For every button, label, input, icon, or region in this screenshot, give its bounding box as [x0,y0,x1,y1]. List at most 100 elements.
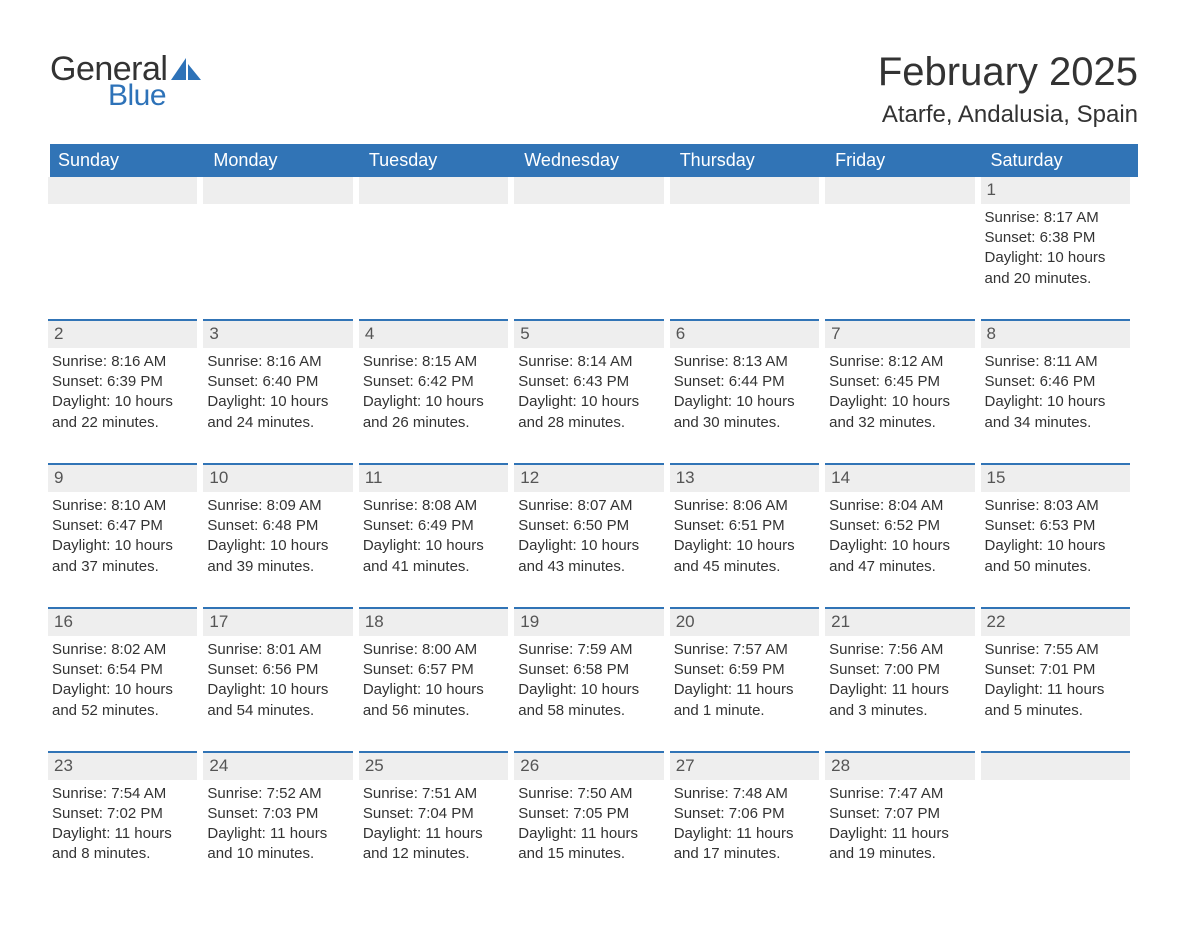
day-body: Sunrise: 7:54 AMSunset: 7:02 PMDaylight:… [50,784,197,865]
calendar-cell: 24Sunrise: 7:52 AMSunset: 7:03 PMDayligh… [205,751,360,895]
empty-day [981,751,1130,780]
sunset-text: Sunset: 6:49 PM [363,516,508,536]
day-body: Sunrise: 8:02 AMSunset: 6:54 PMDaylight:… [50,640,197,721]
calendar-row: 1Sunrise: 8:17 AMSunset: 6:38 PMDaylight… [50,177,1138,319]
day-header: Sunday [50,144,205,177]
sunrise-text: Sunrise: 8:17 AM [985,208,1130,228]
sunset-text: Sunset: 7:07 PM [829,804,974,824]
day-number: 28 [825,751,974,780]
day-number: 15 [981,463,1130,492]
sunset-text: Sunset: 6:56 PM [207,660,352,680]
sunrise-text: Sunrise: 7:56 AM [829,640,974,660]
day-body: Sunrise: 8:15 AMSunset: 6:42 PMDaylight:… [361,352,508,433]
sunset-text: Sunset: 6:43 PM [518,372,663,392]
day-body: Sunrise: 8:04 AMSunset: 6:52 PMDaylight:… [827,496,974,577]
calendar-row: 23Sunrise: 7:54 AMSunset: 7:02 PMDayligh… [50,751,1138,895]
sunrise-text: Sunrise: 8:10 AM [52,496,197,516]
sunset-text: Sunset: 6:52 PM [829,516,974,536]
sunrise-text: Sunrise: 8:16 AM [207,352,352,372]
empty-day [203,177,352,204]
sunset-text: Sunset: 6:58 PM [518,660,663,680]
daylight-text: Daylight: 10 hours and 56 minutes. [363,680,508,721]
day-number: 13 [670,463,819,492]
sunset-text: Sunset: 6:46 PM [985,372,1130,392]
daylight-text: Daylight: 10 hours and 39 minutes. [207,536,352,577]
day-header: Saturday [983,144,1138,177]
sunset-text: Sunset: 6:39 PM [52,372,197,392]
daylight-text: Daylight: 10 hours and 28 minutes. [518,392,663,433]
daylight-text: Daylight: 10 hours and 34 minutes. [985,392,1130,433]
sunset-text: Sunset: 6:53 PM [985,516,1130,536]
day-number: 12 [514,463,663,492]
day-body: Sunrise: 7:47 AMSunset: 7:07 PMDaylight:… [827,784,974,865]
sunset-text: Sunset: 7:04 PM [363,804,508,824]
daylight-text: Daylight: 10 hours and 22 minutes. [52,392,197,433]
day-body: Sunrise: 7:50 AMSunset: 7:05 PMDaylight:… [516,784,663,865]
calendar-cell: 17Sunrise: 8:01 AMSunset: 6:56 PMDayligh… [205,607,360,751]
day-number: 2 [48,319,197,348]
logo-text-blue: Blue [108,79,166,113]
calendar-cell: 9Sunrise: 8:10 AMSunset: 6:47 PMDaylight… [50,463,205,607]
sunset-text: Sunset: 6:51 PM [674,516,819,536]
sunrise-text: Sunrise: 8:08 AM [363,496,508,516]
day-header: Thursday [672,144,827,177]
calendar-table: SundayMondayTuesdayWednesdayThursdayFrid… [50,144,1138,895]
daylight-text: Daylight: 11 hours and 10 minutes. [207,824,352,865]
day-body: Sunrise: 8:01 AMSunset: 6:56 PMDaylight:… [205,640,352,721]
sunset-text: Sunset: 6:50 PM [518,516,663,536]
daylight-text: Daylight: 10 hours and 43 minutes. [518,536,663,577]
calendar-cell: 14 Sunrise: 8:04 AMSunset: 6:52 PMDayligh… [827,463,982,607]
sunrise-text: Sunrise: 8:04 AM [829,496,974,516]
day-body: Sunrise: 7:48 AMSunset: 7:06 PMDaylight:… [672,784,819,865]
sunrise-text: Sunrise: 8:13 AM [674,352,819,372]
day-body: Sunrise: 8:14 AMSunset: 6:43 PMDaylight:… [516,352,663,433]
sunrise-text: Sunrise: 8:11 AM [985,352,1130,372]
day-number: 26 [514,751,663,780]
sunset-text: Sunset: 7:01 PM [985,660,1130,680]
sunset-text: Sunset: 7:02 PM [52,804,197,824]
daylight-text: Daylight: 10 hours and 32 minutes. [829,392,974,433]
sunrise-text: Sunrise: 7:48 AM [674,784,819,804]
sunset-text: Sunset: 6:42 PM [363,372,508,392]
calendar-cell: 25 Sunrise: 7:51 AMSunset: 7:04 PMDayligh… [361,751,516,895]
sunset-text: Sunset: 6:45 PM [829,372,974,392]
calendar-cell: 6Sunrise: 8:13 AMSunset: 6:44 PMDaylight… [672,319,827,463]
calendar-cell: 1Sunrise: 8:17 AMSunset: 6:38 PMDaylight… [983,177,1138,319]
day-number: 19 [514,607,663,636]
calendar-cell: 13Sunrise: 8:06 AMSunset: 6:51 PMDayligh… [672,463,827,607]
day-number: 16 [48,607,197,636]
day-number: 3 [203,319,352,348]
day-number: 5 [514,319,663,348]
sunset-text: Sunset: 6:38 PM [985,228,1130,248]
sunrise-text: Sunrise: 7:52 AM [207,784,352,804]
calendar-row: 9Sunrise: 8:10 AMSunset: 6:47 PMDaylight… [50,463,1138,607]
empty-day [48,177,197,204]
calendar-cell: 16 Sunrise: 8:02 AMSunset: 6:54 PMDayligh… [50,607,205,751]
calendar-cell [361,177,516,319]
day-body: Sunrise: 7:51 AMSunset: 7:04 PMDaylight:… [361,784,508,865]
sunset-text: Sunset: 7:00 PM [829,660,974,680]
day-number: 21 [825,607,974,636]
day-number: 22 [981,607,1130,636]
sunrise-text: Sunrise: 7:50 AM [518,784,663,804]
day-body: Sunrise: 8:07 AMSunset: 6:50 PMDaylight:… [516,496,663,577]
day-number: 14 [825,463,974,492]
sunset-text: Sunset: 6:59 PM [674,660,819,680]
sunrise-text: Sunrise: 8:14 AM [518,352,663,372]
day-body: Sunrise: 8:12 AMSunset: 6:45 PMDaylight:… [827,352,974,433]
sunrise-text: Sunrise: 7:47 AM [829,784,974,804]
daylight-text: Daylight: 10 hours and 20 minutes. [985,248,1130,289]
calendar-cell: 23Sunrise: 7:54 AMSunset: 7:02 PMDayligh… [50,751,205,895]
empty-day [825,177,974,204]
day-number: 9 [48,463,197,492]
calendar-cell: 21Sunrise: 7:56 AMSunset: 7:00 PMDayligh… [827,607,982,751]
empty-day [670,177,819,204]
day-number: 25 [359,751,508,780]
daylight-text: Daylight: 11 hours and 19 minutes. [829,824,974,865]
title-block: February 2025 Atarfe, Andalusia, Spain [878,50,1138,129]
day-body: Sunrise: 8:11 AMSunset: 6:46 PMDaylight:… [983,352,1130,433]
daylight-text: Daylight: 11 hours and 8 minutes. [52,824,197,865]
daylight-text: Daylight: 11 hours and 5 minutes. [985,680,1130,721]
calendar-cell [50,177,205,319]
month-title: February 2025 [878,50,1138,95]
